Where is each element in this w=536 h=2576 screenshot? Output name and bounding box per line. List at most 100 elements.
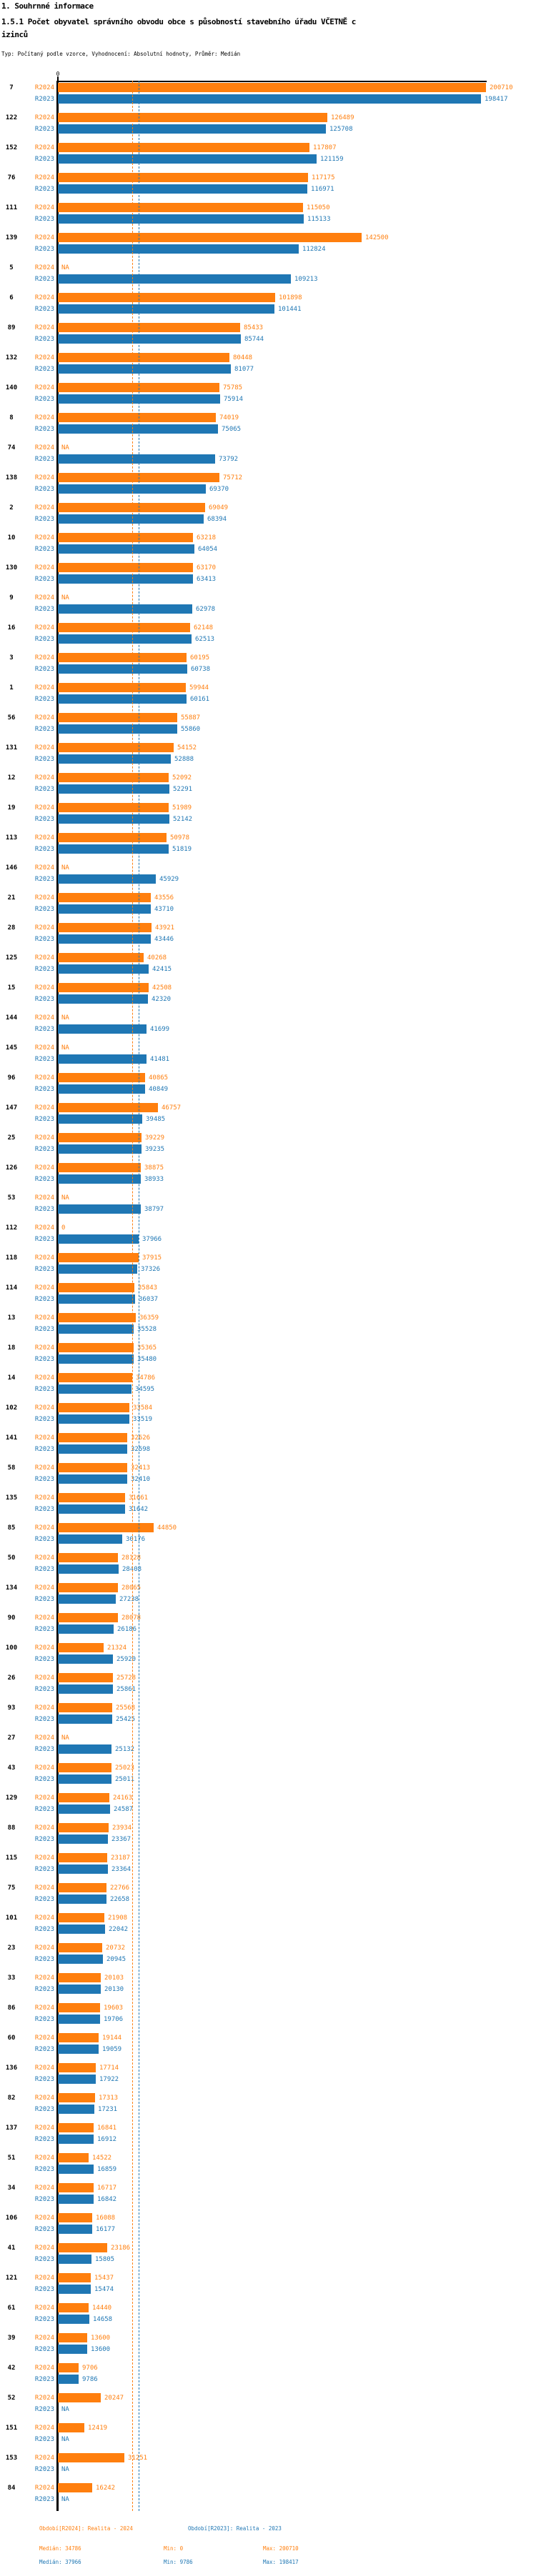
series-tick-label: R2024 xyxy=(34,234,54,241)
series-tick-label: R2024 xyxy=(34,1524,54,1532)
series-tick-label: R2023 xyxy=(34,995,54,1003)
stat-max-r2024: Max: 200710 xyxy=(263,2545,299,2552)
value-label: 39235 xyxy=(145,1145,165,1153)
series-tick-label: R2024 xyxy=(34,2035,54,2042)
value-label: NA xyxy=(61,594,69,601)
bar-r2023 xyxy=(58,1264,137,1274)
value-label: 43921 xyxy=(155,924,175,932)
series-tick-label: R2024 xyxy=(34,984,54,992)
value-label: 16088 xyxy=(96,2215,116,2222)
value-label: 60161 xyxy=(190,695,210,703)
bar-r2024 xyxy=(58,983,149,992)
series-tick-label: R2023 xyxy=(34,515,54,523)
value-label: 44850 xyxy=(157,1524,177,1532)
bar-r2024 xyxy=(58,713,177,722)
bar-r2023 xyxy=(58,2284,91,2294)
bar-r2023 xyxy=(58,1984,101,1994)
series-tick-label: R2023 xyxy=(34,2135,54,2143)
series-tick-label: R2023 xyxy=(34,905,54,913)
series-tick-label: R2023 xyxy=(34,785,54,793)
series-tick-label: R2024 xyxy=(34,354,54,361)
bar-r2023 xyxy=(58,2254,91,2264)
value-label: 16177 xyxy=(96,2225,116,2233)
series-tick-label: R2024 xyxy=(34,1884,54,1892)
bar-r2023 xyxy=(58,1504,125,1514)
value-label: 40865 xyxy=(149,1074,169,1082)
category-label: 134 xyxy=(5,1584,18,1592)
category-label: 112 xyxy=(5,1224,18,1232)
series-tick-label: R2023 xyxy=(34,2345,54,2353)
value-label: 28065 xyxy=(121,1584,142,1592)
series-tick-label: R2023 xyxy=(34,1325,54,1333)
value-label: 16842 xyxy=(97,2195,117,2203)
value-label: 16242 xyxy=(96,2485,116,2492)
series-tick-label: R2024 xyxy=(34,1314,54,1322)
series-tick-label: R2024 xyxy=(34,144,54,151)
value-label: 60738 xyxy=(191,665,211,673)
bar-r2023 xyxy=(58,1594,116,1604)
value-label: 23364 xyxy=(111,1865,131,1873)
value-label: 80448 xyxy=(233,354,253,361)
series-tick-label: R2023 xyxy=(34,2285,54,2293)
category-label: 21 xyxy=(7,894,16,902)
series-tick-label: R2023 xyxy=(34,2195,54,2203)
value-label: 17714 xyxy=(99,2065,119,2072)
bar-r2023 xyxy=(58,454,215,464)
value-label: 25425 xyxy=(116,1715,136,1723)
value-label: 63218 xyxy=(197,534,217,541)
bar-r2023 xyxy=(58,1084,145,1094)
value-label: 126489 xyxy=(331,114,354,121)
value-label: 42508 xyxy=(152,984,172,992)
category-label: 140 xyxy=(5,384,18,391)
category-label: 13 xyxy=(7,1314,16,1322)
series-tick-label: R2023 xyxy=(34,1625,54,1633)
value-label: 60195 xyxy=(190,654,210,662)
series-tick-label: R2023 xyxy=(34,1385,54,1393)
bar-r2024 xyxy=(58,653,187,662)
series-tick-label: R2023 xyxy=(34,1955,54,1963)
value-label: 32410 xyxy=(131,1475,151,1483)
bar-r2024 xyxy=(58,2153,89,2162)
value-label: 52888 xyxy=(174,755,194,763)
series-tick-label: R2023 xyxy=(34,155,54,163)
series-tick-label: R2023 xyxy=(34,95,54,103)
bar-r2024 xyxy=(58,1973,101,1982)
bar-r2024 xyxy=(58,1553,118,1562)
series-tick-label: R2024 xyxy=(34,2395,54,2402)
bar-r2024 xyxy=(58,2243,107,2252)
category-label: 3 xyxy=(9,654,14,662)
value-label: 52142 xyxy=(173,815,193,823)
legend-series-r2023: Období[R2023]: Realita - 2023 xyxy=(188,2525,282,2532)
series-tick-label: R2024 xyxy=(34,1164,54,1172)
value-label: 22766 xyxy=(110,1884,130,1892)
series-tick-label: R2023 xyxy=(34,1985,54,1993)
series-tick-label: R2024 xyxy=(34,1794,54,1802)
series-tick-label: R2023 xyxy=(34,1445,54,1453)
bar-r2023 xyxy=(58,934,151,944)
bar-r2024 xyxy=(58,923,152,932)
series-tick-label: R2023 xyxy=(34,2375,54,2383)
category-label: 84 xyxy=(7,2485,16,2492)
bar-r2023 xyxy=(58,514,204,524)
series-tick-label: R2023 xyxy=(34,575,54,583)
value-label: 62513 xyxy=(195,635,215,643)
value-label: 17231 xyxy=(98,2105,118,2113)
series-tick-label: R2024 xyxy=(34,594,54,601)
series-tick-label: R2024 xyxy=(34,1104,54,1112)
bar-r2023 xyxy=(58,94,481,104)
category-label: 93 xyxy=(7,1704,16,1712)
series-tick-label: R2024 xyxy=(34,2305,54,2312)
series-tick-label: R2024 xyxy=(34,1674,54,1682)
series-tick-label: R2023 xyxy=(34,725,54,733)
category-label: 146 xyxy=(5,864,18,872)
bar-r2024 xyxy=(58,2063,96,2072)
bar-r2023 xyxy=(58,1564,119,1574)
series-tick-label: R2023 xyxy=(34,1055,54,1063)
bar-r2023 xyxy=(58,1894,106,1904)
series-tick-label: R2023 xyxy=(34,1565,54,1573)
bar-r2024 xyxy=(58,1793,109,1802)
bar-r2024 xyxy=(58,1493,125,1502)
bar-r2023 xyxy=(58,874,156,884)
value-label: 17922 xyxy=(99,2075,119,2083)
category-label: 151 xyxy=(5,2425,18,2432)
